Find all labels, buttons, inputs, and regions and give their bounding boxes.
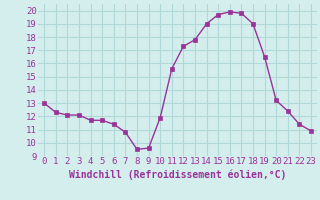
X-axis label: Windchill (Refroidissement éolien,°C): Windchill (Refroidissement éolien,°C) [69,169,286,180]
